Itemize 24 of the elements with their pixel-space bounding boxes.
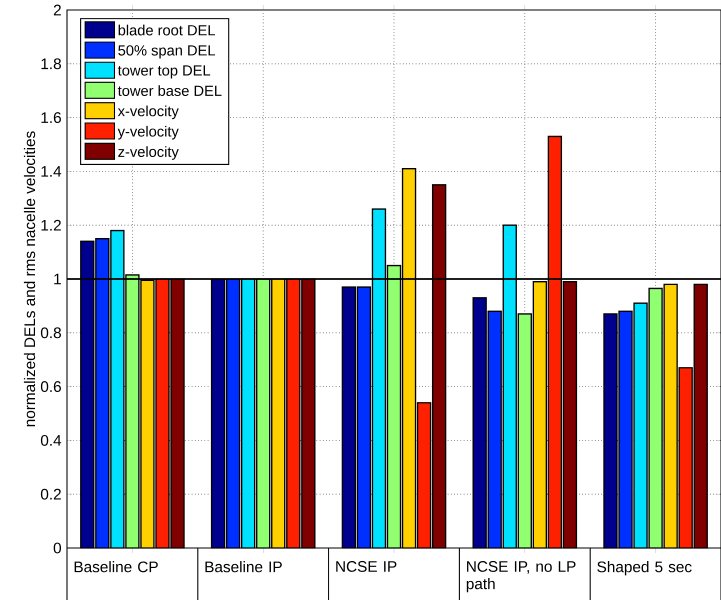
x-tick-label: Baseline IP: [205, 561, 282, 572]
legend-label: x-velocity: [118, 106, 179, 120]
y-tick-label: 0.6: [40, 381, 61, 392]
legend-label: z-velocity: [118, 146, 179, 160]
y-tick-label: 1.2: [41, 220, 61, 231]
legend-label: blade root DEL: [118, 24, 216, 36]
y-tick-label: 1.8: [41, 58, 61, 70]
x-tick-label: NCSE IP, no LP path: [466, 561, 576, 592]
x-tick-label: Shaped 5 sec: [597, 561, 692, 576]
y-tick-label: 1: [54, 274, 61, 284]
legend-label: 50% span DEL: [118, 45, 216, 58]
y-tick-label: 0.8: [40, 327, 61, 338]
y-tick-label: 0: [54, 542, 62, 554]
y-tick-label: 0.4: [40, 434, 62, 446]
y-tick-label: 1.6: [41, 112, 61, 124]
legend-label: tower top DEL: [118, 65, 210, 79]
x-tick-label: Baseline CP: [74, 561, 158, 572]
y-tick-label: 2: [54, 4, 61, 16]
y-tick-label: 0.2: [40, 488, 61, 500]
legend-label: y-velocity: [118, 126, 179, 140]
x-tick-label: NCSE IP: [336, 561, 396, 572]
y-axis-title: normalized DELs and rms nacelle velocities: [24, 131, 36, 426]
y-tick-label: 1.4: [41, 166, 62, 177]
legend-label: tower base DEL: [118, 85, 222, 96]
